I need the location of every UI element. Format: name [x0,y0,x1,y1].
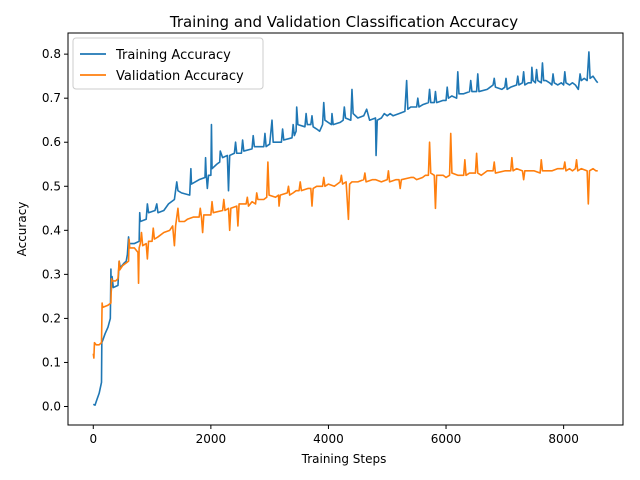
legend-label-validation: Validation Accuracy [116,69,244,84]
x-tick-label: 6000 [431,432,462,446]
y-tick-label: 0.3 [42,267,61,281]
y-tick-label: 0.0 [42,400,61,414]
legend-box [72,37,264,90]
y-tick-label: 0.2 [42,311,61,325]
y-tick-label: 0.1 [42,355,61,369]
x-tick-label: 2000 [196,432,227,446]
x-axis-ticks: 0 2000 4000 6000 8000 [89,425,579,446]
y-tick-label: 0.4 [42,223,61,237]
chart-title: Training and Validation Classification A… [169,13,518,31]
x-tick-label: 4000 [313,432,344,446]
x-axis-label: Training Steps [301,452,387,466]
x-tick-label: 8000 [548,432,579,446]
series-line-validation [92,132,598,359]
y-axis-label: Accuracy [15,202,29,257]
axes-frame [67,32,624,426]
legend: Training Accuracy Validation Accuracy [72,37,264,90]
y-tick-label: 0.8 [42,47,61,61]
y-tick-label: 0.6 [42,135,61,149]
series-layer [92,51,599,406]
plot-area [67,32,624,426]
y-tick-label: 0.5 [42,179,61,193]
y-axis-ticks: 0.0 0.1 0.2 0.3 0.4 0.5 0.6 0.7 0.8 [42,47,68,414]
legend-label-training: Training Accuracy [115,48,231,63]
series-line-training [92,51,599,406]
y-tick-label: 0.7 [42,91,61,105]
x-tick-label: 0 [89,432,97,446]
